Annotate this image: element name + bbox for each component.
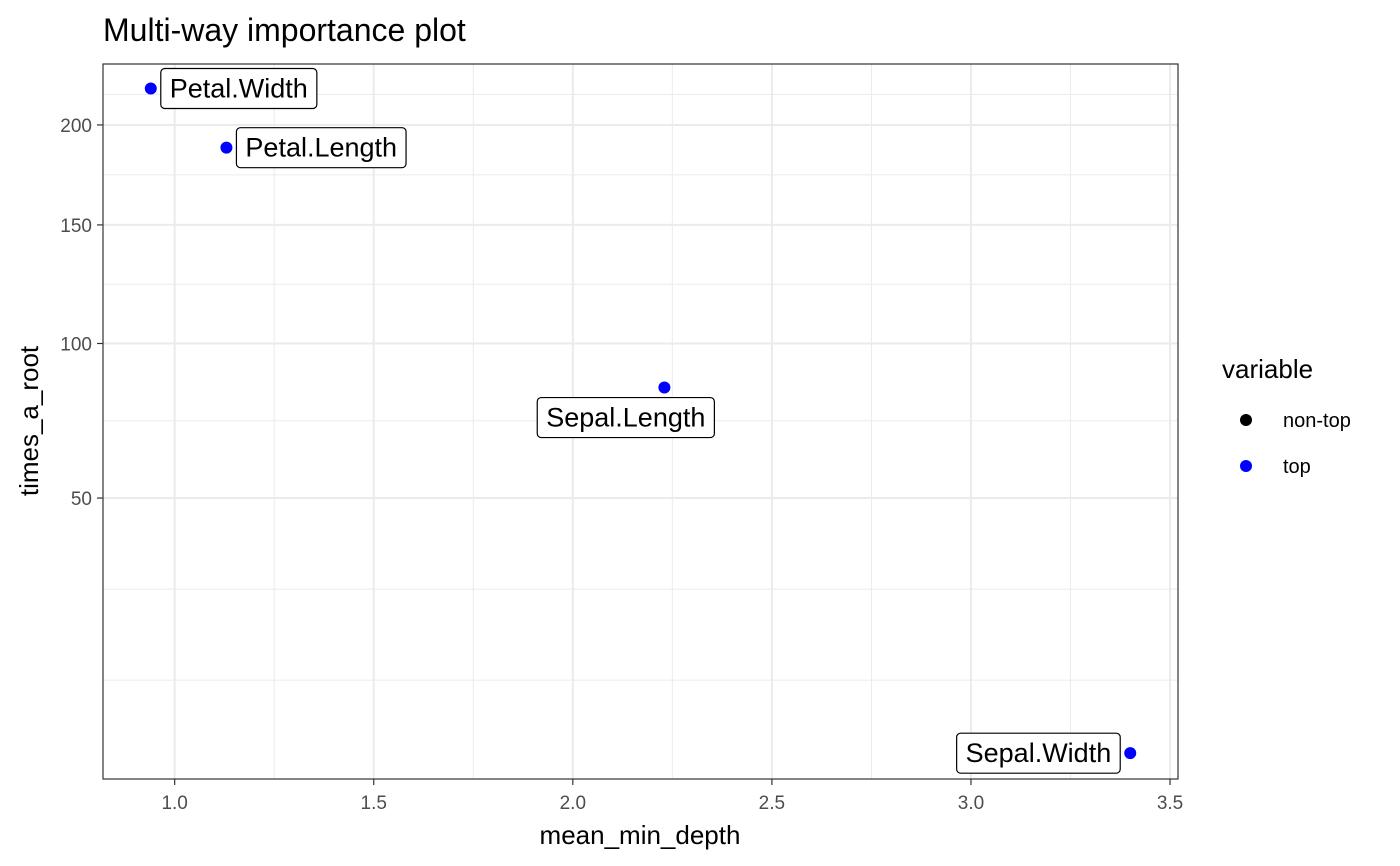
x-tick-label: 2.5 <box>759 793 785 814</box>
point-label-text: Petal.Width <box>170 74 308 104</box>
point-label: Petal.Width <box>160 67 318 110</box>
point-label: Petal.Length <box>235 127 407 169</box>
legend: variable non-top top <box>1222 354 1351 478</box>
x-tick-label: 2.0 <box>560 793 586 814</box>
legend-label-non-top: non-top <box>1283 410 1351 432</box>
x-tick-label: 3.0 <box>958 793 984 814</box>
point-label-text: Sepal.Length <box>546 403 705 433</box>
point-label-box <box>536 396 715 439</box>
y-tick-label: 150 <box>60 216 92 237</box>
point-label: Sepal.Width <box>956 732 1121 774</box>
x-axis-title: mean_min_depth <box>540 820 741 850</box>
data-point <box>144 82 157 95</box>
y-tick-label: 200 <box>60 116 92 137</box>
point-label-box <box>160 67 318 110</box>
data-points: Petal.Width Petal.Length Sepal.Length Sepal… <box>144 67 1137 774</box>
legend-key-top <box>1240 460 1252 472</box>
data-point <box>658 381 671 394</box>
point-label: Sepal.Length <box>536 396 715 439</box>
point-label-text: Sepal.Width <box>966 738 1112 768</box>
data-point <box>1124 747 1137 760</box>
x-axis: 1.0 1.5 2.0 2.5 3.0 3.5 <box>161 779 1183 814</box>
y-tick-label: 100 <box>60 334 92 355</box>
point-label-box <box>235 127 407 169</box>
data-point <box>220 141 233 154</box>
x-tick-label: 1.0 <box>161 793 187 814</box>
point-label-text: Petal.Length <box>245 133 397 163</box>
x-tick-label: 1.5 <box>361 793 387 814</box>
y-axis-title: times_a_root <box>14 345 44 496</box>
legend-key-non-top <box>1240 414 1252 426</box>
point-label-box <box>956 732 1121 774</box>
y-tick-label: 50 <box>71 489 92 510</box>
chart-title: Multi-way importance plot <box>103 12 466 48</box>
y-axis: 50 100 150 200 <box>60 116 103 510</box>
plot-panel-border <box>102 63 1179 780</box>
x-tick-label: 3.5 <box>1157 793 1183 814</box>
legend-label-top: top <box>1283 456 1311 478</box>
legend-title: variable <box>1222 354 1313 384</box>
